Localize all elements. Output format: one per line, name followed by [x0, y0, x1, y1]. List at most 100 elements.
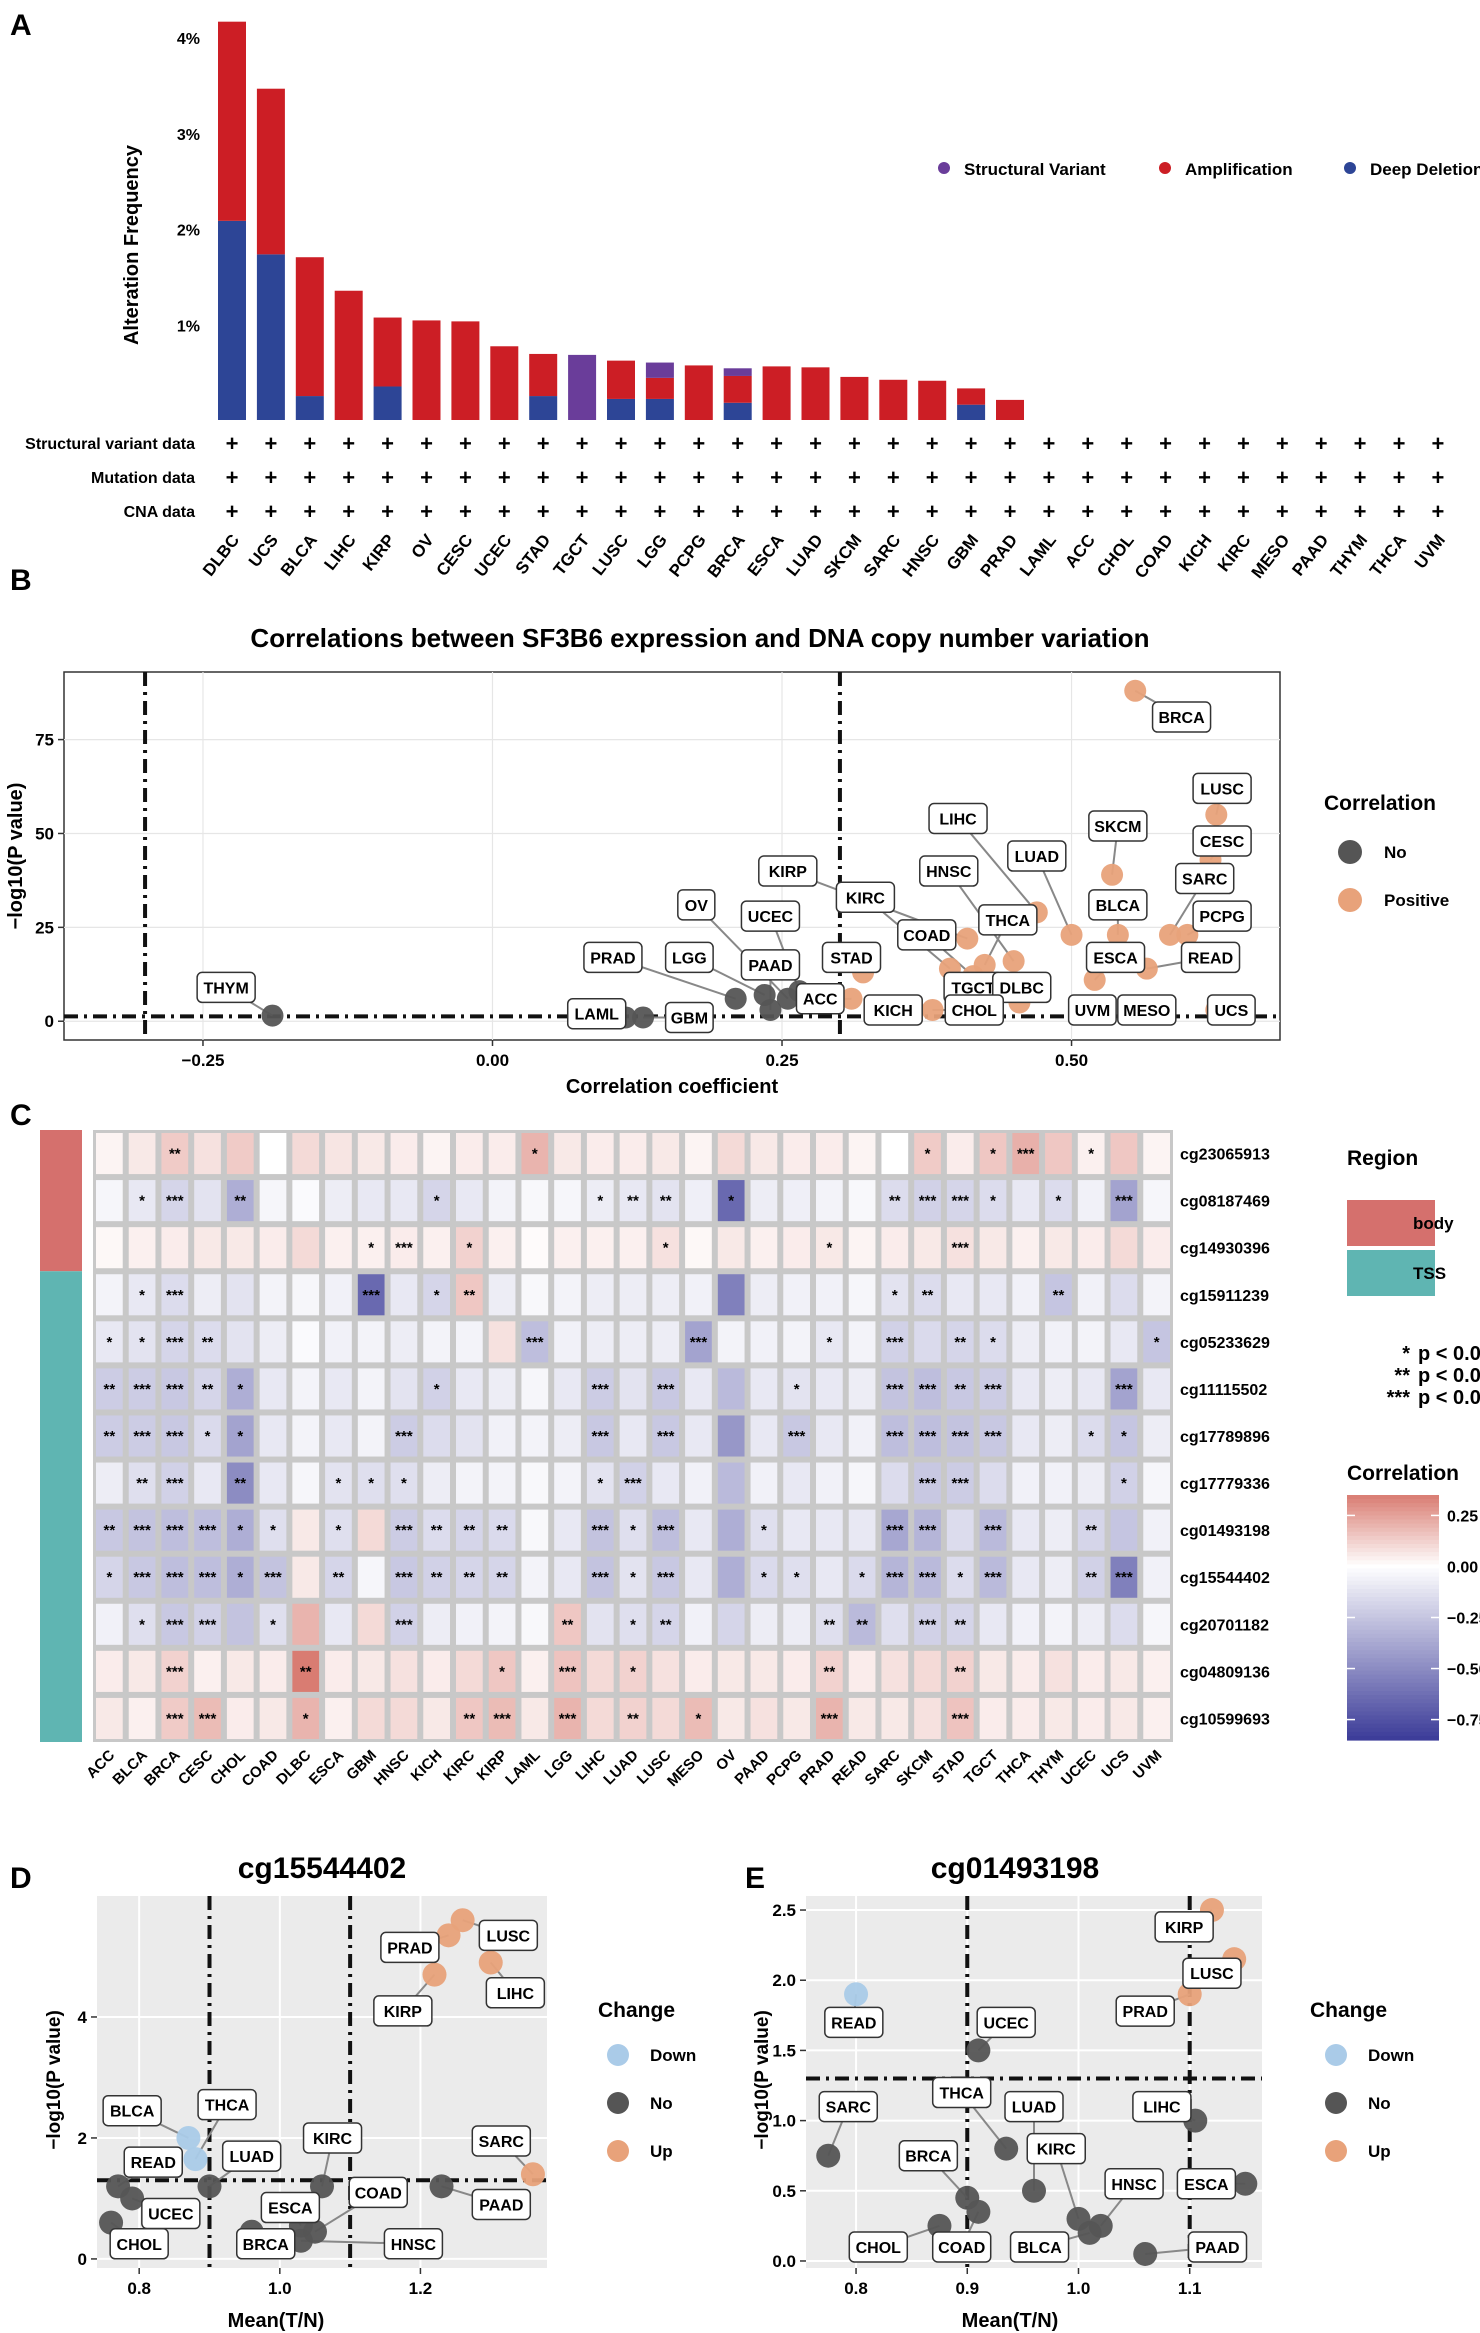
point-skcm [1101, 863, 1124, 886]
heat-cell [390, 1697, 418, 1739]
point-label-box [478, 1919, 539, 1952]
heat-cell [194, 1133, 221, 1175]
heat-cell [685, 1603, 712, 1645]
significance-stars: *** [559, 1663, 577, 1680]
significance-stars: *** [199, 1616, 217, 1633]
heat-cell [685, 1556, 712, 1598]
heat-cell [1012, 1180, 1040, 1222]
plus-mark: + [420, 431, 433, 456]
colorbar-segment [1347, 1605, 1439, 1610]
plus-mark: + [420, 499, 433, 524]
colorbar-segment [1347, 1707, 1439, 1713]
point-label-box [485, 1977, 546, 2009]
significance-stars: *** [166, 1193, 184, 1210]
heat-cell [96, 1462, 123, 1504]
heat-cell [619, 1509, 647, 1551]
point-hnsc [1002, 950, 1025, 973]
colorbar-segment [1347, 1674, 1439, 1680]
point-label: LAML [575, 1007, 620, 1024]
heat-cell [1045, 1180, 1072, 1222]
heat-cell [816, 1556, 843, 1598]
significance-stars: *** [984, 1569, 1002, 1586]
bar-amp-prad [996, 399, 1024, 420]
heat-cell [783, 1556, 810, 1598]
heat-cell [1045, 1462, 1072, 1504]
point-label: DLBC [1000, 980, 1045, 997]
point-label-box [1067, 994, 1117, 1026]
significance-stars: * [401, 1475, 407, 1492]
heat-cell [1045, 1368, 1072, 1410]
content-layer: LUSC PRAD LIHC KIRP SARC BLCA THCA LUAD READ KIRC… [97, 1896, 547, 2268]
significance-stars: * [434, 1381, 440, 1398]
plus-mark: + [1004, 431, 1017, 456]
plus-mark: + [1431, 431, 1444, 456]
heat-cell [161, 1133, 189, 1175]
plus-mark: + [381, 465, 394, 490]
heat-cell [979, 1415, 1007, 1457]
heat-cell [914, 1133, 941, 1175]
heat-cell [914, 1650, 941, 1692]
point-label: HNSC [926, 864, 972, 881]
significance-stars: *** [1017, 1146, 1035, 1163]
heat-cell [1143, 1650, 1170, 1692]
heat-cell [259, 1697, 287, 1739]
heat-cell [96, 1697, 123, 1739]
sig-legend-stars: * [1402, 1343, 1410, 1365]
significance-stars: ** [464, 1522, 476, 1539]
heat-cell [1077, 1603, 1105, 1645]
significance-stars: * [597, 1193, 603, 1210]
point-label-box [848, 2231, 909, 2263]
colorbar-segment [1347, 1568, 1439, 1574]
heat-cell [521, 1227, 549, 1269]
heat-cell [1045, 1556, 1072, 1598]
heat-cell [226, 1697, 254, 1739]
heatmap-row-label: cg14930396 [1180, 1241, 1270, 1258]
heat-cell [521, 1556, 549, 1598]
heat-cell [226, 1227, 254, 1269]
y-tick-label: 2 [78, 2129, 87, 2148]
heat-cell [488, 1415, 516, 1457]
significance-stars: * [336, 1522, 342, 1539]
point-kirp [956, 927, 979, 950]
plus-mark: + [965, 499, 978, 524]
bar-amp-blca [295, 257, 324, 397]
point-label: KIRP [384, 2004, 423, 2021]
significance-stars: ** [954, 1381, 966, 1398]
heat-cell [521, 1603, 549, 1645]
heat-cell [685, 1321, 712, 1363]
heat-cell [226, 1650, 254, 1692]
plus-mark: + [1004, 499, 1017, 524]
heat-cell [619, 1274, 647, 1316]
colorbar-segment [1347, 1633, 1439, 1639]
legend-label-down: Down [650, 2046, 696, 2065]
plus-mark: + [1198, 465, 1211, 490]
plus-mark: + [809, 465, 822, 490]
heat-cell [259, 1227, 287, 1269]
point-label-box [824, 2006, 884, 2039]
heat-cell [1143, 1368, 1170, 1410]
plus-mark: + [498, 431, 511, 456]
heat-cell [848, 1650, 876, 1692]
point-luad [1022, 2178, 1046, 2203]
heat-cell [194, 1321, 221, 1363]
panel-b-scatter: B Correlations between SF3B6 expression … [5, 564, 1449, 1098]
plus-mark: + [1276, 465, 1289, 490]
significance-stars: *** [166, 1428, 184, 1445]
point-label: UVM [1075, 1003, 1111, 1020]
point-paad [429, 2174, 454, 2199]
heat-cell [259, 1133, 287, 1175]
heat-cell [816, 1274, 843, 1316]
heat-cell [586, 1274, 614, 1316]
significance-stars: ** [234, 1193, 246, 1210]
heat-cell [1110, 1415, 1138, 1457]
x-tick-label: 0.00 [476, 1051, 509, 1070]
heat-cell [390, 1650, 418, 1692]
plus-mark: + [537, 431, 550, 456]
significance-stars: *** [592, 1428, 610, 1445]
heat-cell [357, 1509, 385, 1551]
y-tick-label: 1.0 [772, 2112, 796, 2131]
colorbar-segment [1347, 1597, 1439, 1602]
bar-del-brca [723, 402, 752, 420]
colorbar-segment [1347, 1601, 1439, 1606]
